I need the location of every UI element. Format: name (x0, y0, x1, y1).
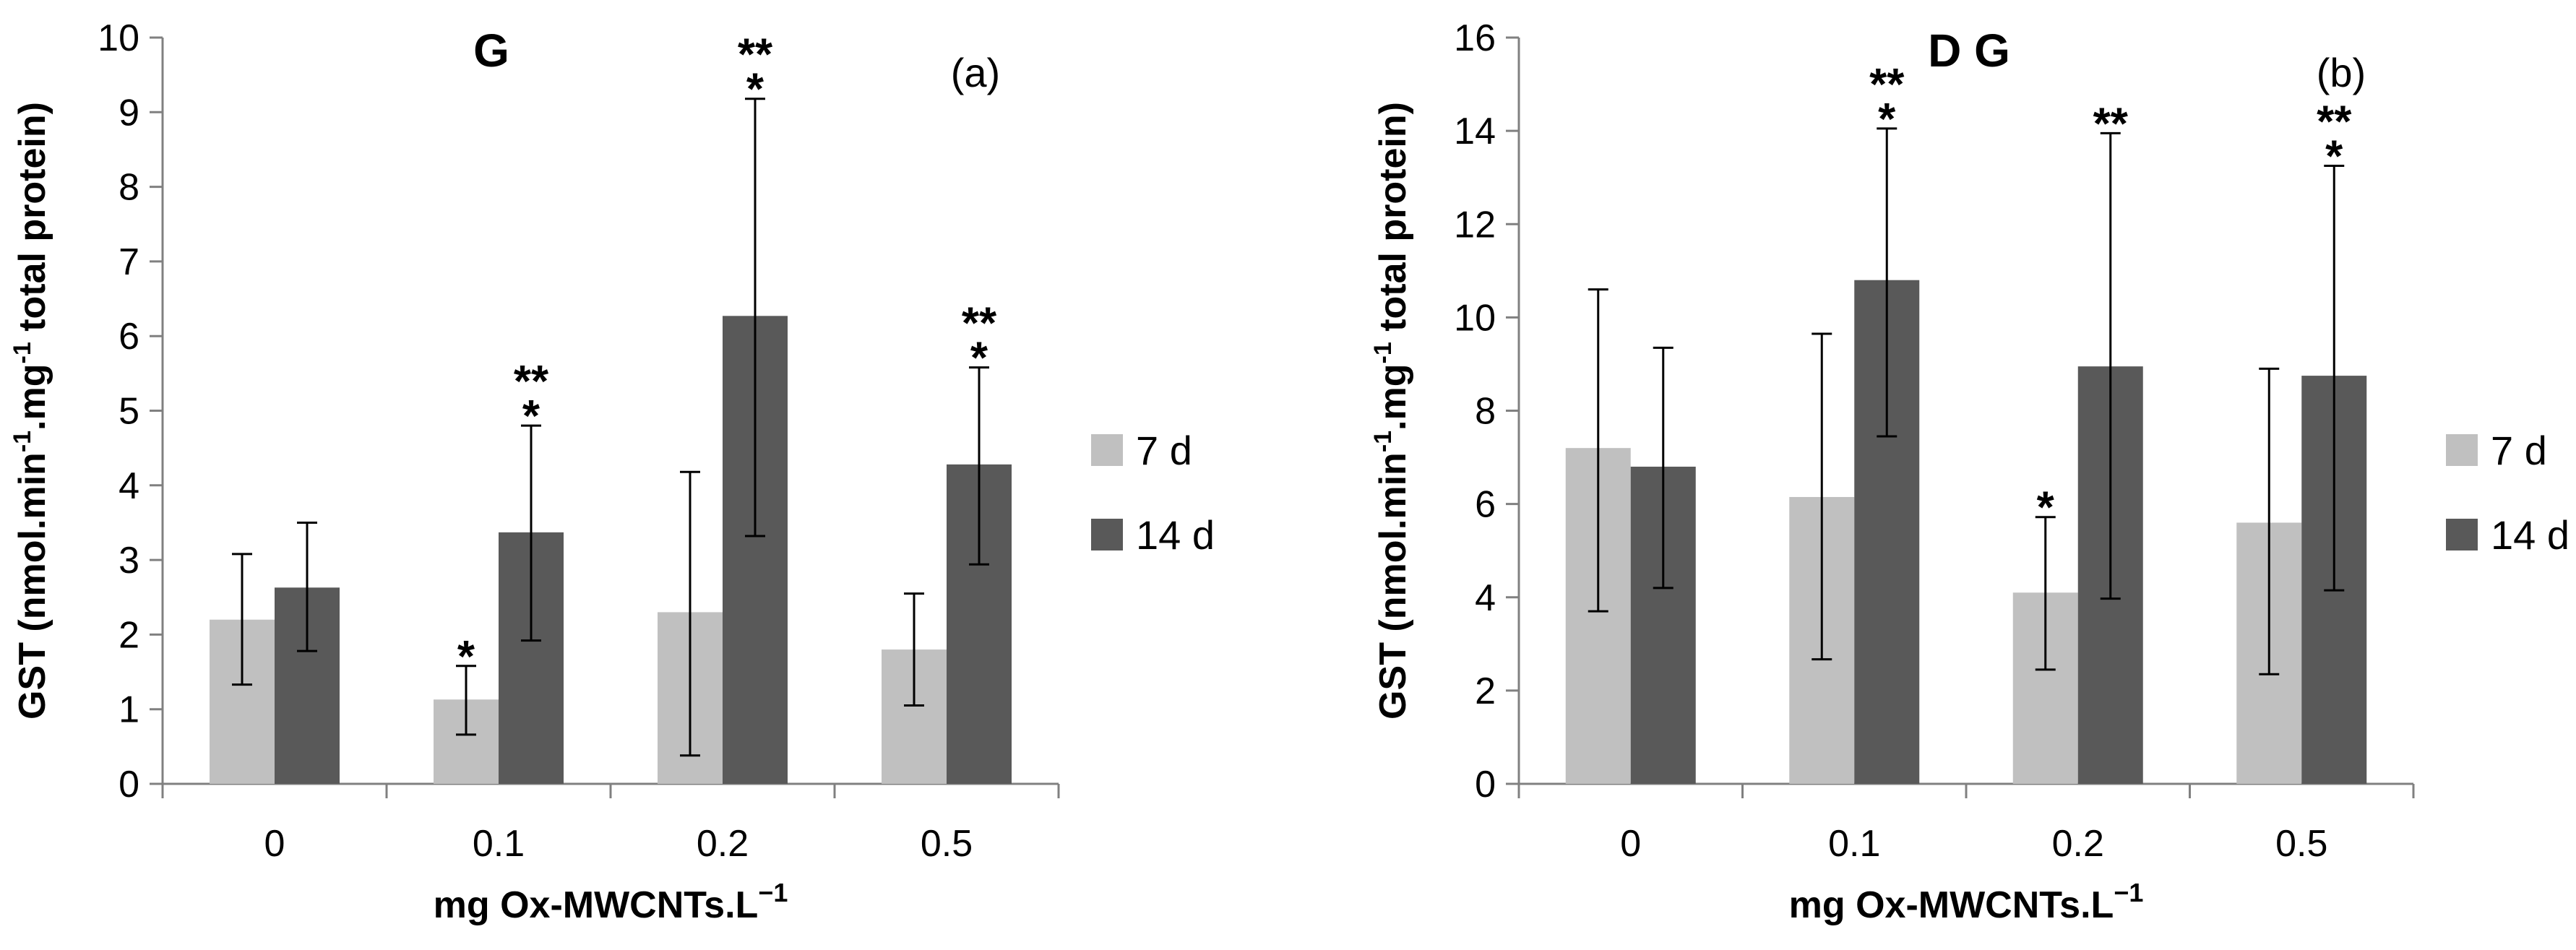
significance-marker: * (1878, 95, 1896, 144)
y-tick-label: 6 (119, 316, 139, 358)
significance-marker: * (970, 334, 988, 384)
y-tick-label: 9 (119, 92, 139, 134)
significance-marker: ** (2093, 99, 2129, 149)
x-tick-label: 0.5 (921, 823, 973, 865)
y-tick-label: 2 (119, 614, 139, 656)
y-tick-label: 12 (1454, 204, 1496, 246)
y-axis-title: GST (nmol.min-1.mg-1 total protein) (1369, 102, 1414, 720)
y-tick-label: 4 (1475, 577, 1496, 619)
x-tick-label: 0.5 (2275, 823, 2327, 865)
x-axis-title: mg Ox-MWCNTs.L−1 (434, 878, 788, 926)
significance-marker: ** (738, 30, 773, 80)
legend-label: 7 d (1136, 428, 1192, 473)
y-tick-label: 0 (119, 764, 139, 806)
x-tick-label: 0 (264, 823, 285, 865)
x-tick-label: 0.2 (2052, 823, 2104, 865)
chart-title: G (473, 25, 509, 77)
y-tick-label: 16 (1454, 17, 1496, 59)
y-axis-title: GST (nmol.min-1.mg-1 total protein) (9, 102, 53, 720)
y-tick-label: 4 (119, 465, 139, 507)
y-tick-label: 6 (1475, 484, 1496, 526)
x-tick-label: 0.1 (473, 823, 525, 865)
significance-marker: ** (514, 357, 549, 407)
x-tick-label: 0.1 (1828, 823, 1880, 865)
legend-label: 14 d (1136, 512, 1215, 558)
legend-swatch-14d (2446, 519, 2478, 550)
legend-swatch-7d (2446, 434, 2478, 466)
significance-marker: ** (2317, 98, 2352, 147)
legend-label: 14 d (2491, 512, 2569, 558)
y-tick-label: 2 (1475, 670, 1496, 712)
panel-label: (a) (951, 50, 1000, 95)
y-tick-label: 10 (1454, 297, 1496, 339)
y-tick-label: 0 (1475, 764, 1496, 806)
legend-swatch-14d (1091, 519, 1123, 550)
x-tick-label: 0 (1620, 823, 1641, 865)
y-tick-label: 10 (98, 17, 139, 59)
legend-swatch-7d (1091, 434, 1123, 466)
panel-label: (b) (2317, 50, 2366, 95)
significance-marker: ** (962, 299, 997, 349)
y-tick-label: 7 (119, 241, 139, 283)
significance-marker: * (746, 65, 764, 115)
y-tick-label: 8 (1475, 391, 1496, 433)
y-tick-label: 8 (119, 167, 139, 209)
y-tick-label: 3 (119, 540, 139, 582)
significance-marker: * (2037, 483, 2055, 533)
y-tick-label: 5 (119, 391, 139, 433)
significance-marker: * (457, 632, 475, 682)
significance-marker: * (2325, 132, 2343, 182)
chart-title: D G (1928, 25, 2010, 77)
legend-label: 7 d (2491, 428, 2547, 473)
y-tick-label: 1 (119, 689, 139, 731)
x-tick-label: 0.2 (697, 823, 749, 865)
significance-marker: ** (1869, 60, 1905, 110)
x-axis-title: mg Ox-MWCNTs.L−1 (1789, 878, 2144, 926)
y-tick-label: 14 (1454, 111, 1496, 152)
significance-marker: * (522, 392, 540, 441)
